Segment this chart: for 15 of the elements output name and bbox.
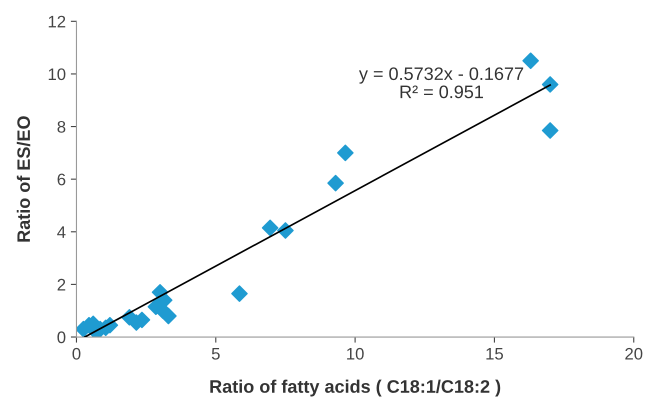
x-tick-label: 15 (486, 348, 503, 360)
y-tick-label: 6 (58, 174, 66, 186)
y-tick-label: 8 (58, 120, 66, 133)
y-tick-label: 10 (48, 68, 66, 80)
x-tick-label: 0 (72, 348, 80, 360)
y-tick-label: 4 (57, 226, 66, 238)
x-tick-label: 10 (347, 348, 364, 360)
y-tick-label: 0 (57, 331, 66, 344)
y-tick-label: 12 (48, 16, 66, 28)
x-tick-label: 5 (212, 348, 220, 360)
y-axis-title: Ratio of ES/EO (16, 116, 30, 242)
x-axis-title: Ratio of fatty acids ( C18:1/C18:2 ) (210, 380, 500, 396)
x-tick-label: 20 (625, 348, 642, 360)
y-tick-label: 2 (58, 278, 66, 290)
annotation: y = 0.5732x - 0.1677 R² = 0.951 (358, 67, 524, 98)
